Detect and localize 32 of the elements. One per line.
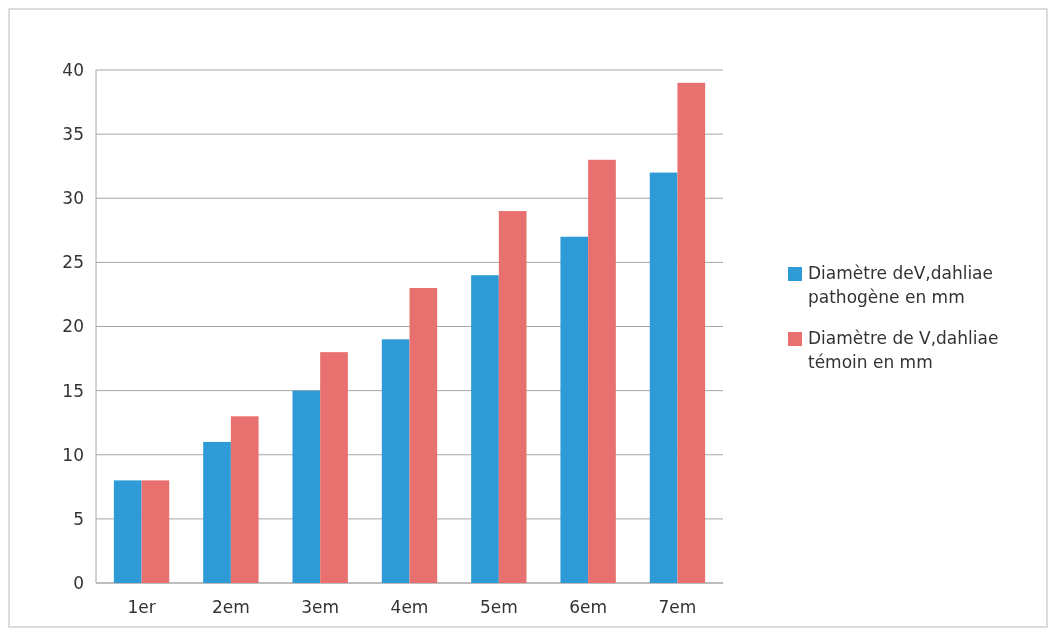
- bar: [203, 441, 231, 583]
- bar: [230, 416, 259, 583]
- y-tick-label: 20: [62, 316, 84, 337]
- y-tick-label: 0: [73, 572, 84, 593]
- legend-label: Diamètre de V,dahliae témoin en mm: [808, 328, 999, 372]
- y-tick-label: 40: [62, 59, 84, 80]
- bar: [320, 352, 348, 583]
- bar: [141, 480, 170, 583]
- y-tick-label: 30: [62, 188, 84, 209]
- bar: [113, 480, 142, 583]
- bar: [677, 82, 706, 583]
- bar: [588, 159, 616, 583]
- x-tick-label: 3em: [301, 597, 340, 617]
- x-tick-label: 1er: [127, 597, 156, 617]
- bar: [409, 288, 438, 583]
- bar: [471, 275, 499, 583]
- x-tick-label: 4em: [390, 597, 429, 617]
- bar: [560, 236, 589, 583]
- y-tick-label: 35: [62, 124, 84, 145]
- legend-label: Diamètre deV,dahliae pathogène en mm: [808, 263, 993, 307]
- x-tick-label: 5em: [479, 597, 518, 617]
- y-tick-label: 5: [73, 508, 84, 529]
- x-tick-label: 7em: [658, 597, 697, 617]
- bar: [381, 339, 410, 583]
- x-tick-label: 2em: [211, 597, 250, 617]
- y-tick-label: 15: [62, 380, 84, 401]
- bar: [292, 390, 321, 583]
- bar: [498, 211, 527, 583]
- x-tick-label: 6em: [569, 597, 608, 617]
- bar: [649, 172, 678, 583]
- y-tick-label: 10: [62, 444, 84, 465]
- y-tick-label: 25: [62, 252, 84, 273]
